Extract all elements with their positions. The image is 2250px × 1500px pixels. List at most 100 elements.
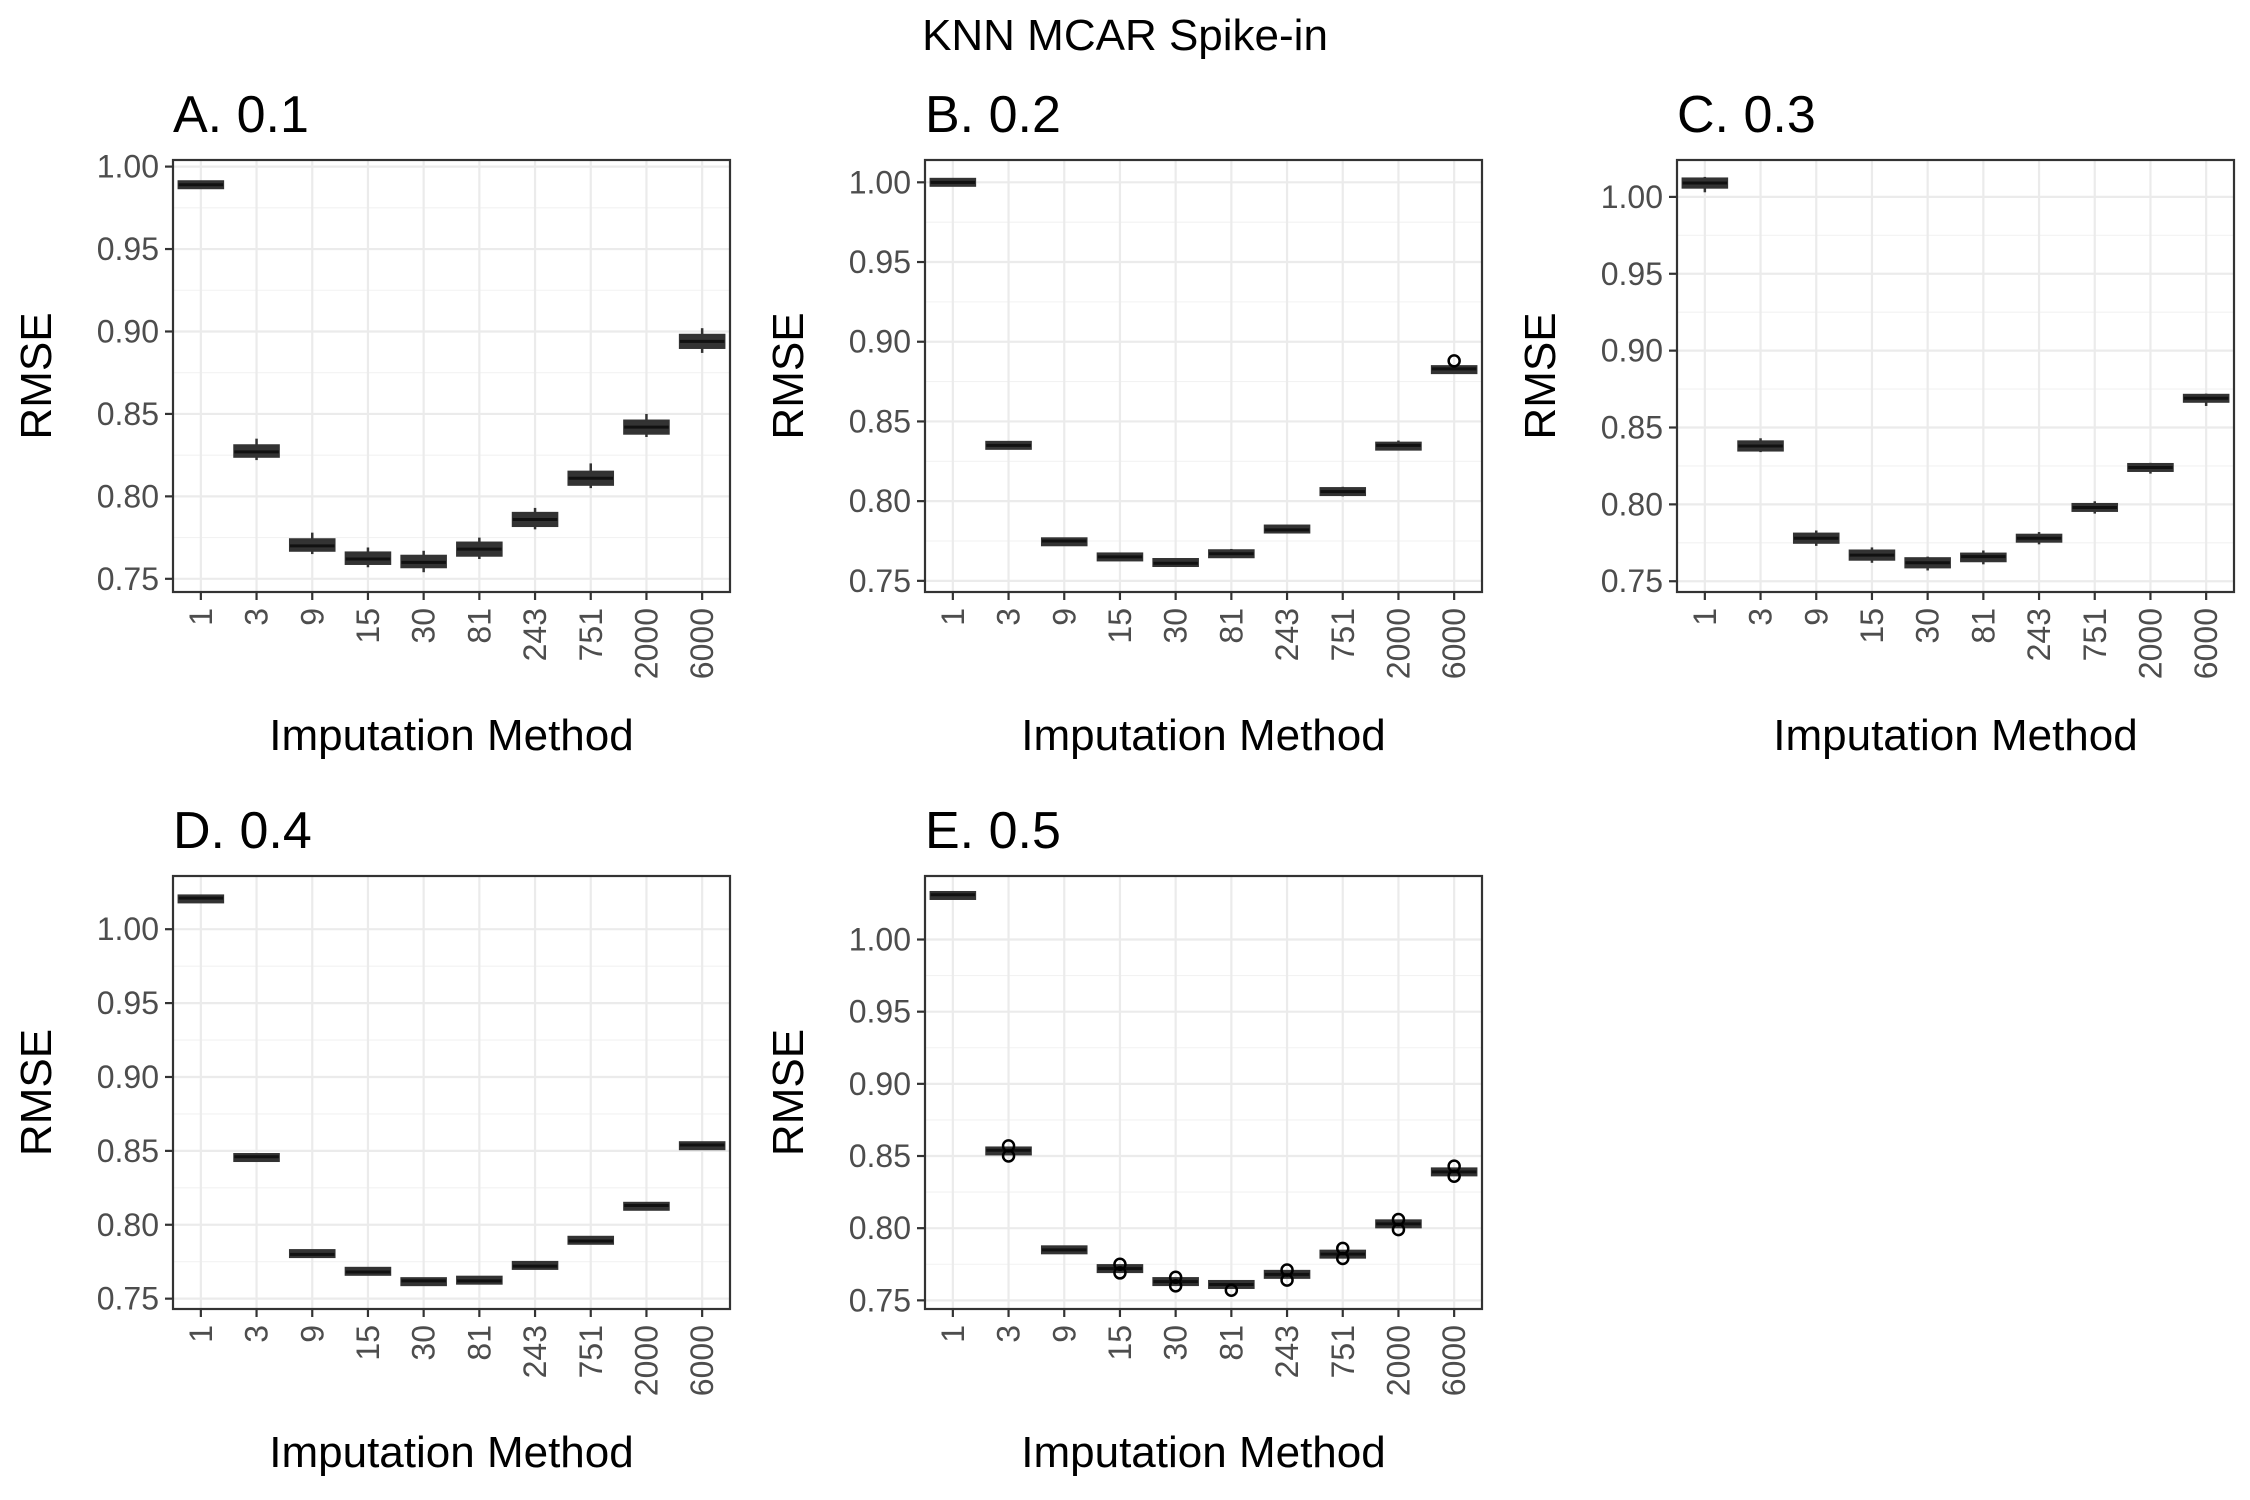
panel-2: 0.75 0.80 0.85 0.90 0.95 1.00 1 3 9 15 30 81 243 751 2… <box>764 86 1484 760</box>
x-tick-label: 6000 <box>684 1325 720 1396</box>
panel-title: E. 0.5 <box>925 802 1061 860</box>
boxplot-3 <box>985 1139 1032 1163</box>
x-tick-label: 2000 <box>1380 608 1416 679</box>
boxplot-30 <box>400 1277 447 1287</box>
x-tick-label: 30 <box>406 608 442 644</box>
y-tick-label: 0.90 <box>1601 333 1663 369</box>
x-tick-label: 9 <box>1046 1325 1082 1343</box>
boxplot-2000 <box>1375 440 1422 451</box>
x-tick-label: 81 <box>1213 608 1249 644</box>
boxplot-30 <box>1152 558 1199 568</box>
x-tick-label: 15 <box>1854 608 1890 644</box>
x-tick-label: 6000 <box>1436 1325 1472 1396</box>
boxplot-1 <box>929 890 977 900</box>
boxplot-9 <box>1040 1245 1088 1255</box>
panel-title: A. 0.1 <box>173 86 309 144</box>
x-tick-label: 3 <box>1743 608 1779 626</box>
x-tick-label: 243 <box>1269 608 1305 661</box>
panel-border <box>923 874 1484 1311</box>
outlier-point <box>1168 1270 1183 1284</box>
y-tick-label: 0.95 <box>97 985 159 1021</box>
x-tick-label: 243 <box>517 608 553 661</box>
x-tick-label: 9 <box>294 1325 330 1343</box>
y-tick-label: 1.00 <box>849 922 911 958</box>
x-tick-label: 30 <box>1158 608 1194 644</box>
y-tick-label: 0.75 <box>849 1282 911 1318</box>
boxplot-751 <box>1319 486 1367 497</box>
y-tick-label: 0.80 <box>849 483 911 519</box>
boxplot-751 <box>1319 1241 1367 1266</box>
y-tick-label: 0.75 <box>849 563 911 599</box>
boxplot-15 <box>1096 552 1144 562</box>
outlier-point <box>1001 1139 1016 1153</box>
outlier-point <box>1224 1283 1239 1297</box>
boxplot-81 <box>1208 1279 1255 1297</box>
x-tick-label: 81 <box>1213 1325 1249 1361</box>
boxplot-81 <box>456 537 503 560</box>
x-tick-label: 6000 <box>2188 608 2224 679</box>
boxplot-751 <box>567 1235 615 1245</box>
boxplot-30 <box>1152 1270 1199 1293</box>
y-tick-label: 0.90 <box>97 1059 159 1095</box>
panels-container: 0.75 0.80 0.85 0.90 0.95 1.00 1 3 9 15 30 81 243 751 2… <box>12 86 2236 1477</box>
y-axis-title: RMSE <box>1516 312 1565 439</box>
x-tick-label: 3 <box>239 608 275 626</box>
outlier-point <box>1447 354 1461 368</box>
boxplot-6000 <box>678 1141 726 1151</box>
x-tick-label: 9 <box>1046 608 1082 626</box>
y-tick-label: 0.75 <box>97 561 159 597</box>
x-tick-label: 243 <box>2021 608 2057 661</box>
x-tick-label: 15 <box>350 608 386 644</box>
y-tick-label: 1.00 <box>97 911 159 947</box>
panel-border <box>171 874 732 1311</box>
x-tick-label: 1 <box>183 1325 219 1343</box>
x-tick-label: 30 <box>1910 608 1946 644</box>
boxplot-81 <box>1960 550 2007 565</box>
x-tick-label: 2000 <box>628 608 664 679</box>
boxplot-81 <box>1208 548 1255 559</box>
x-tick-label: 1 <box>935 608 971 626</box>
y-axis-title: RMSE <box>12 1029 61 1156</box>
x-tick-label: 751 <box>573 1325 609 1378</box>
x-tick-label: 15 <box>1102 1325 1138 1361</box>
boxplot-9 <box>288 532 336 555</box>
x-tick-label: 2000 <box>1380 1325 1416 1396</box>
panel-4: 0.75 0.80 0.85 0.90 0.95 1.00 1 3 9 15 30 81 243 751 2… <box>12 802 732 1477</box>
boxplot-30 <box>400 550 447 573</box>
boxplot-30 <box>1904 556 1951 571</box>
y-axis-title: RMSE <box>12 312 61 439</box>
panel-5: 0.75 0.80 0.85 0.90 0.95 1.00 1 3 9 15 30 81 243 751 2… <box>764 802 1484 1477</box>
x-axis-title: Imputation Method <box>1021 711 1385 760</box>
x-tick-label: 1 <box>183 608 219 626</box>
y-tick-label: 0.95 <box>849 244 911 280</box>
boxplot-243 <box>2015 532 2063 545</box>
boxplot-2000 <box>623 413 670 438</box>
x-tick-label: 243 <box>1269 1325 1305 1378</box>
y-tick-label: 0.85 <box>849 1138 911 1174</box>
boxplot-3 <box>233 438 280 461</box>
x-tick-label: 751 <box>1325 1325 1361 1378</box>
boxplot-3 <box>1737 438 1784 453</box>
y-tick-label: 0.90 <box>849 324 911 360</box>
x-tick-label: 1 <box>1687 608 1723 626</box>
x-tick-label: 2000 <box>2132 608 2168 679</box>
boxplot-3 <box>985 440 1032 450</box>
x-axis-title: Imputation Method <box>269 1428 633 1477</box>
y-tick-label: 0.90 <box>97 313 159 349</box>
outlier-point <box>1280 1263 1294 1277</box>
boxplot-15 <box>344 547 392 568</box>
boxplot-6000 <box>1430 1159 1478 1183</box>
x-axis-title: Imputation Method <box>1773 711 2137 760</box>
x-axis-title: Imputation Method <box>1021 1428 1385 1477</box>
x-tick-label: 3 <box>991 1325 1027 1343</box>
boxplot-3 <box>233 1153 280 1163</box>
x-tick-label: 9 <box>1798 608 1834 626</box>
x-tick-label: 81 <box>461 608 497 644</box>
boxplot-2000 <box>2127 462 2174 474</box>
x-tick-label: 15 <box>1102 608 1138 644</box>
boxplot-15 <box>344 1266 392 1276</box>
panel-title: C. 0.3 <box>1677 86 1816 144</box>
x-axis-title: Imputation Method <box>269 711 633 760</box>
y-tick-label: 0.80 <box>1601 486 1663 522</box>
